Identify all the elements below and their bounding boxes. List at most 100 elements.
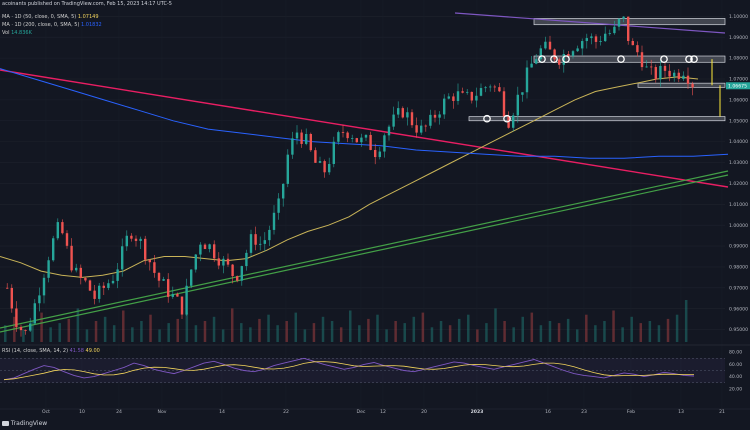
candle-body: [424, 125, 427, 127]
volume-bar: [412, 316, 416, 342]
volume-bar: [303, 329, 307, 342]
candles: [6, 16, 694, 337]
price-tick-label: 1.01000: [729, 202, 748, 208]
candle-body: [194, 254, 197, 270]
legend-ma50-value: 1.07149: [77, 14, 99, 20]
candle-body: [185, 285, 188, 315]
rsi-panel: 80.00 60.00 40.00 20.00: [0, 344, 750, 392]
candle-body: [489, 86, 492, 88]
marker-circle: [562, 55, 570, 64]
candle-body: [102, 285, 105, 288]
candle-body: [286, 154, 289, 184]
time-tick-label: 13: [678, 409, 684, 415]
volume-bar: [76, 308, 80, 342]
candle-body: [42, 277, 46, 296]
candle-body: [24, 330, 27, 331]
volume-bar: [85, 329, 89, 342]
volume-bar: [675, 314, 679, 342]
volume-bar: [330, 321, 334, 342]
candle-body: [263, 240, 266, 244]
candle-body: [392, 114, 395, 127]
candle-body: [686, 75, 690, 84]
candle-body: [75, 267, 78, 271]
candle-body: [525, 67, 529, 93]
volume-bar: [666, 318, 670, 342]
lower-zone: [468, 116, 726, 122]
candle-body: [125, 235, 128, 247]
candle-body: [259, 243, 262, 245]
brand-text: TradingView: [10, 420, 48, 427]
candle-body: [341, 132, 345, 133]
volume-bar: [512, 327, 515, 342]
volume-bar: [194, 325, 198, 342]
candle-body: [300, 132, 303, 144]
candle-body: [167, 279, 170, 297]
volume-bar: [221, 329, 225, 342]
volume-bar: [149, 314, 152, 342]
candle-body: [659, 65, 662, 80]
volume-bar: [585, 314, 588, 342]
candle-body: [162, 279, 165, 281]
volume-bar: [203, 321, 207, 342]
candle-body: [401, 108, 404, 118]
time-tick-label: 20: [421, 409, 427, 415]
candle-body: [571, 51, 575, 56]
volume-bar: [312, 323, 316, 342]
candle-body: [447, 96, 450, 99]
candle-body: [346, 132, 349, 139]
candle-body: [558, 59, 561, 65]
time-tick-label: Nov: [158, 409, 167, 415]
candle-body: [429, 114, 432, 126]
legend-ma50-text: MA · 1D (50, close, 0, SMA, 5): [2, 14, 77, 20]
trendlines: [0, 12, 729, 333]
volume-bar: [657, 325, 661, 342]
candle-body: [369, 134, 372, 150]
volume-bar: [639, 323, 643, 342]
axes: 1.10000 1.09000 1.08000 1.07000 1.06000 1.050…: [0, 14, 750, 415]
current-price-label: 1.06675: [728, 83, 747, 89]
candle-body: [171, 293, 174, 297]
candle-body: [295, 132, 299, 139]
volume-bar: [285, 321, 288, 342]
time-tick-label: 12: [380, 409, 386, 415]
footer-brand[interactable]: TradingView: [2, 420, 47, 427]
time-tick-label: 23: [581, 409, 587, 415]
time-tick-label: 14: [219, 409, 225, 415]
volume-bar: [112, 325, 116, 342]
volume-bar: [58, 323, 61, 342]
candle-body: [98, 285, 101, 299]
candle-body: [613, 26, 616, 34]
candle-body: [157, 272, 161, 281]
volume-bar: [94, 321, 98, 342]
volume-bar: [294, 312, 298, 342]
candle-body: [337, 132, 340, 142]
volume-bar: [612, 310, 615, 342]
volume-bar: [566, 318, 570, 342]
price-tick-label: 0.96000: [729, 306, 748, 312]
candle-body: [410, 112, 414, 126]
candle-body: [397, 108, 400, 115]
volume-bar: [521, 316, 524, 342]
candle-body: [512, 115, 515, 128]
candle-body: [52, 238, 55, 261]
candle-body: [438, 114, 441, 118]
candle-body: [38, 295, 41, 304]
volume-bar: [467, 314, 470, 342]
volume-bar: [240, 323, 243, 342]
legend-ma200: MA · 1D (200, close, 0, SMA, 5) 1.01832: [2, 22, 102, 28]
upper-resistance-line: [454, 12, 726, 34]
candle-body: [19, 326, 23, 331]
candle-body: [222, 258, 225, 266]
marker-circle: [617, 55, 625, 64]
rsi-tick-label: 60.00: [729, 362, 742, 368]
candle-body: [461, 91, 464, 93]
volume-bar: [339, 327, 343, 342]
marker-circle: [550, 55, 558, 64]
volume-bar: [258, 318, 261, 342]
candle-body: [93, 290, 96, 299]
price-tick-label: 1.05000: [729, 118, 748, 124]
price-tick-label: 0.98000: [729, 265, 748, 271]
candle-body: [567, 53, 570, 56]
candle-body: [291, 138, 294, 155]
